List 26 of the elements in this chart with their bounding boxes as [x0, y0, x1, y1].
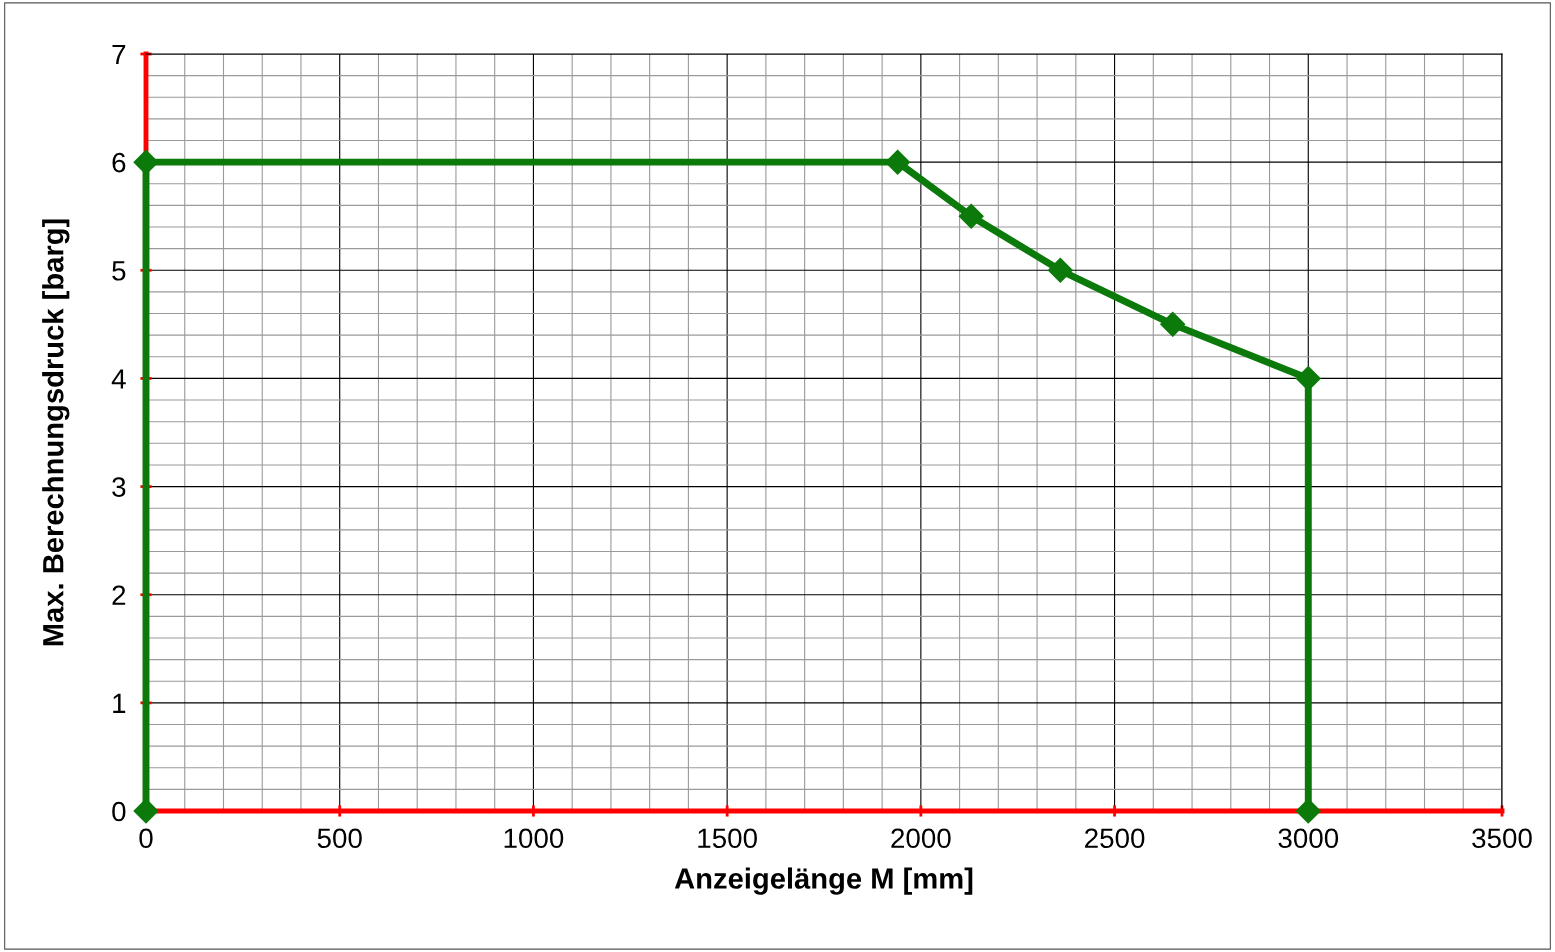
- y-tick-label: 5: [112, 261, 126, 281]
- y-tick-label: 4: [111, 369, 126, 389]
- x-tick-label: 0: [139, 828, 153, 849]
- x-tick-label: 2000: [891, 828, 951, 849]
- y-axis-title: Max. Berechnungsdruck [barg]: [42, 219, 70, 646]
- point: [133, 798, 159, 824]
- point: [958, 203, 984, 229]
- point: [885, 149, 911, 175]
- point: [1295, 798, 1321, 824]
- y-tick-label: 2: [112, 585, 126, 605]
- y-tick-label: 0: [112, 801, 126, 822]
- x-tick-label: 500: [317, 828, 362, 849]
- point: [1047, 257, 1073, 283]
- y-tick-label: 7: [112, 44, 126, 65]
- x-axis-title: Anzeigelänge M [mm]: [674, 867, 973, 895]
- x-tick-label: 3500: [1472, 828, 1532, 849]
- y-tick-label: 1: [113, 693, 126, 713]
- point: [133, 149, 159, 175]
- x-tick-label: 1000: [504, 828, 564, 849]
- y-tick-label: 6: [112, 152, 126, 173]
- x-tick-label: 3000: [1278, 828, 1339, 849]
- x-tick-label: 2500: [1085, 828, 1145, 849]
- y-tick-label: 3: [112, 477, 126, 497]
- x-tick-label: 1500: [698, 828, 757, 849]
- point: [1295, 365, 1321, 391]
- point: [1160, 311, 1186, 337]
